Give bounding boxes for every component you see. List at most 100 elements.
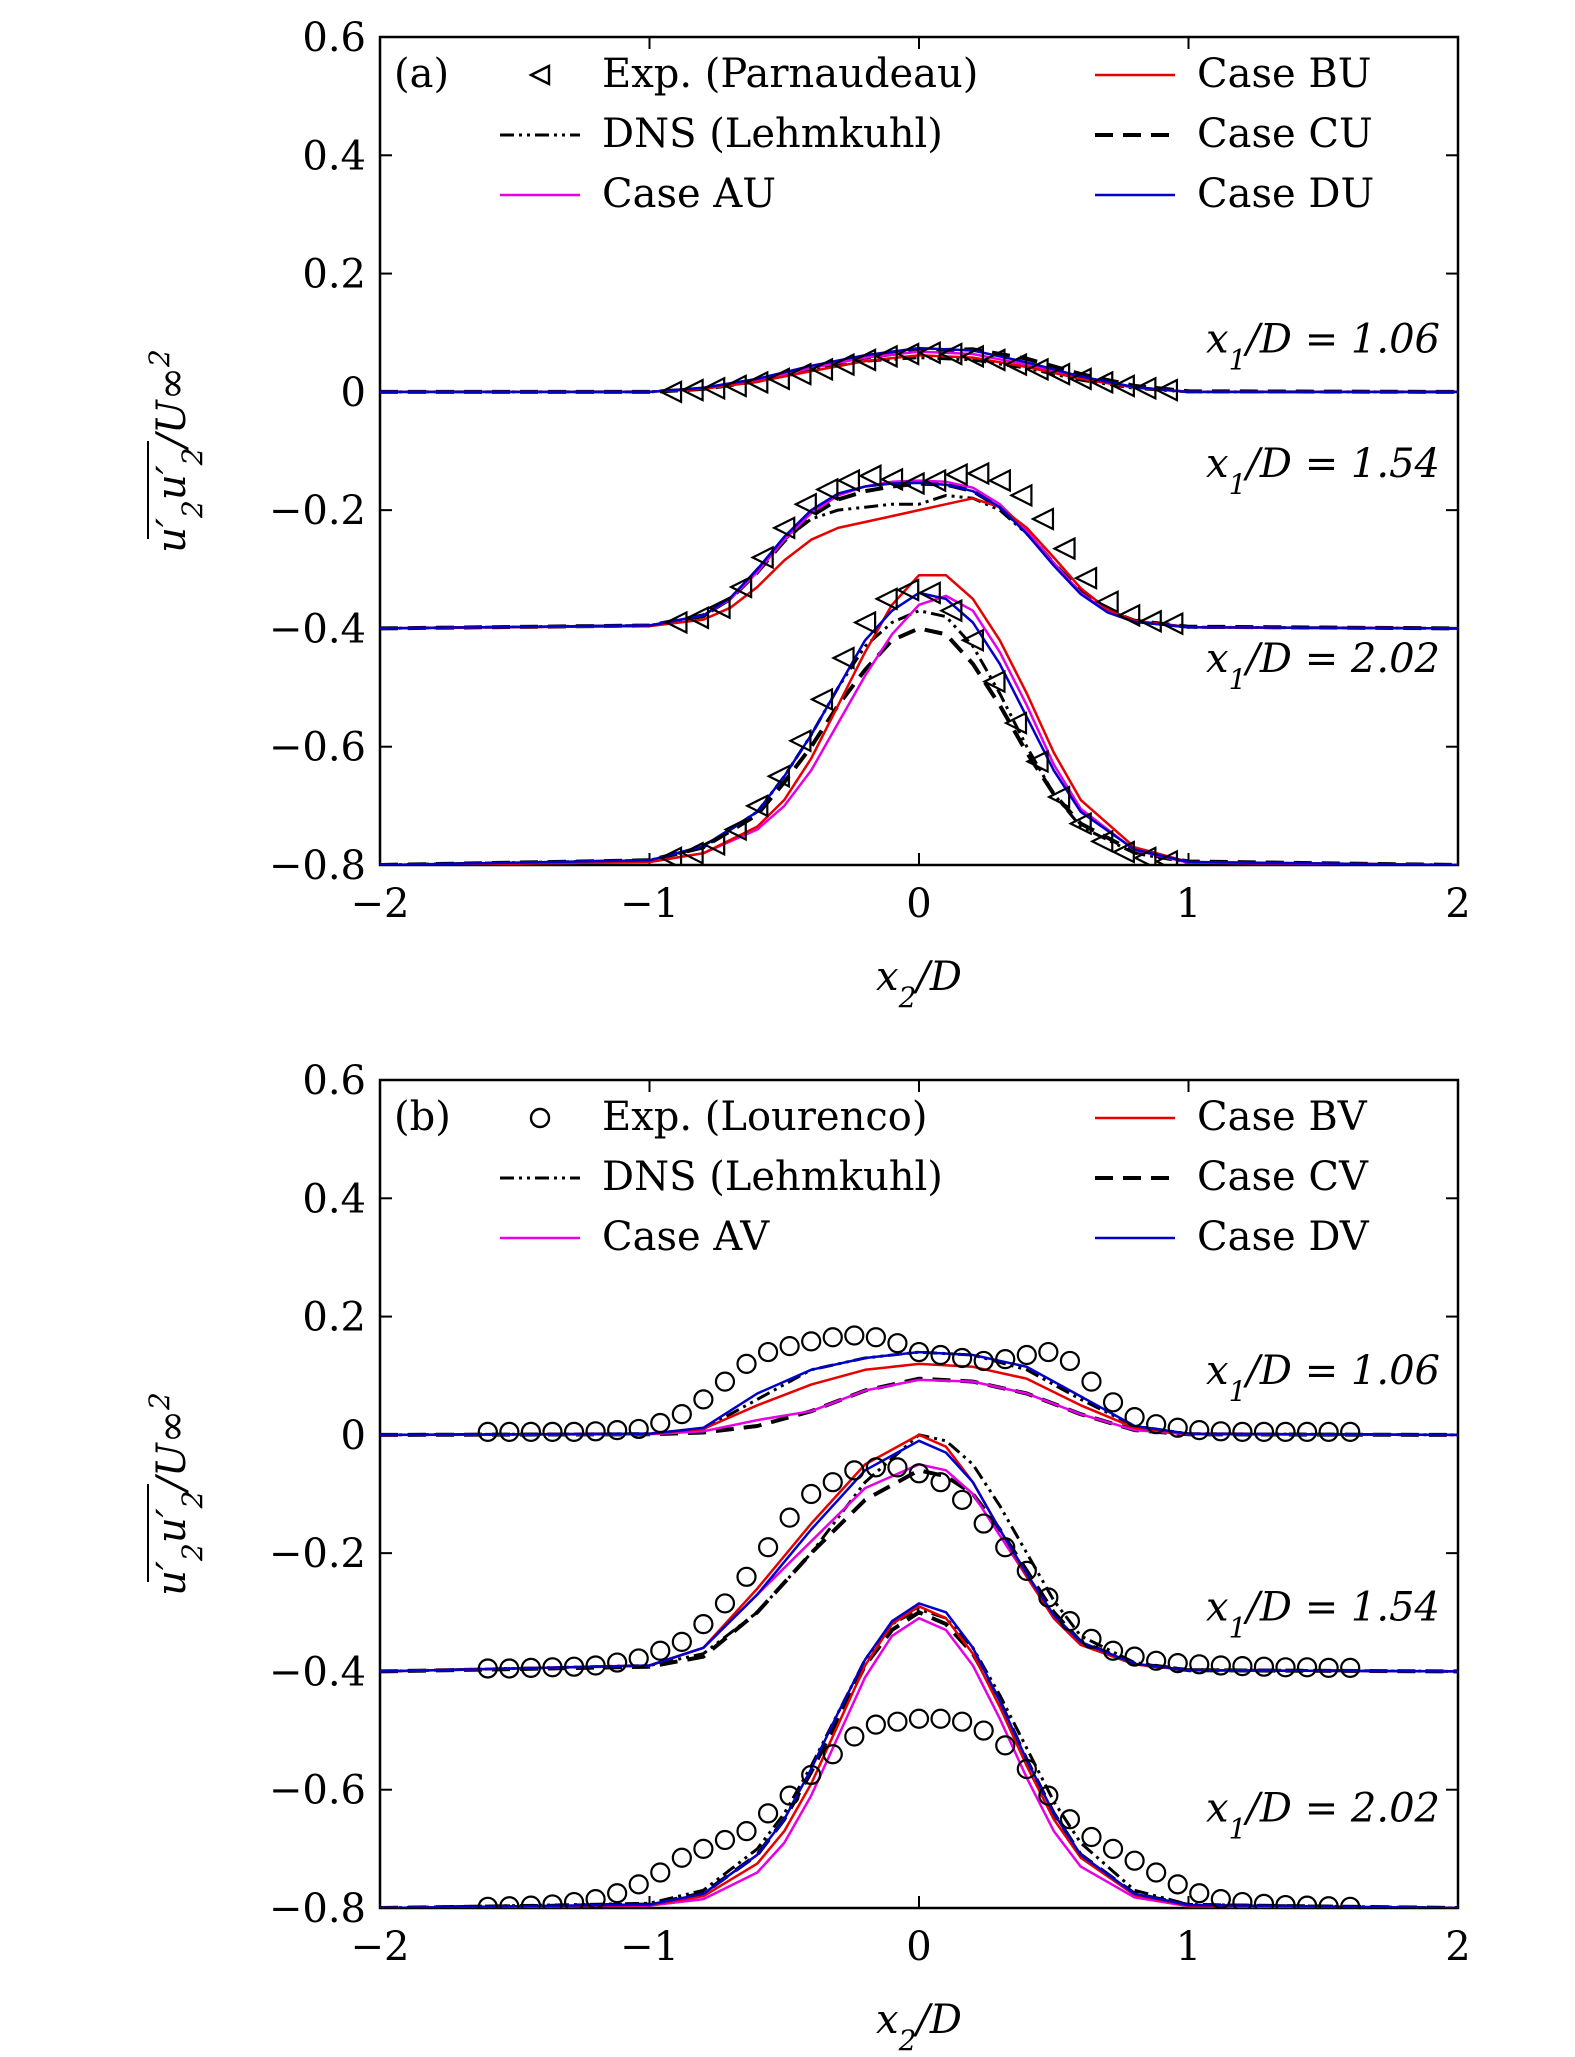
exp-marker xyxy=(1232,1656,1253,1677)
exp-marker xyxy=(607,1420,628,1441)
legend-entry: Case BV xyxy=(1197,1094,1368,1140)
exp-marker xyxy=(520,1421,542,1443)
exp-marker xyxy=(1116,603,1141,628)
x-tick-label: 0 xyxy=(906,1924,931,1970)
exp-marker xyxy=(736,1566,757,1587)
exp-marker xyxy=(663,610,688,635)
series-case-c-station-3 xyxy=(380,1610,1458,1908)
y-tick-label: −0.8 xyxy=(269,843,366,889)
exp-marker xyxy=(787,729,812,753)
y-tick-label: 0.6 xyxy=(302,15,366,61)
exp-marker xyxy=(520,1895,542,1908)
exp-marker xyxy=(1016,1560,1037,1581)
exp-marker xyxy=(987,468,1011,493)
legend-entry: DNS (Lehmkuhl) xyxy=(602,111,943,157)
exp-marker xyxy=(874,344,898,369)
exp-marker xyxy=(1146,1650,1167,1671)
exp-marker xyxy=(477,1896,498,1908)
exp-marker xyxy=(1095,590,1119,614)
exp-marker xyxy=(779,1785,800,1806)
exp-marker xyxy=(852,348,877,372)
panel-b: −2 −1 0 1 2 −0.8 −0.6 −0.4 −0.2 0 0.2 0.4 0.6 x2/D u′2… xyxy=(143,1058,1471,2057)
exp-marker xyxy=(744,794,769,818)
series-case-c-station-2 xyxy=(380,1468,1458,1674)
exp-marker xyxy=(1025,749,1049,774)
exp-marker xyxy=(1059,1611,1081,1632)
exp-marker xyxy=(1059,1350,1081,1372)
exp-marker xyxy=(585,1655,606,1676)
exp-marker xyxy=(787,362,812,386)
y-tick-label: 0.6 xyxy=(302,1058,366,1104)
plot-area xyxy=(380,1325,1458,1908)
exp-marker xyxy=(814,477,839,502)
exp-marker xyxy=(1081,1371,1102,1392)
exp-marker xyxy=(707,595,731,620)
exp-marker xyxy=(671,1404,692,1425)
exp-marker xyxy=(865,1327,886,1348)
exp-marker xyxy=(887,1457,908,1478)
exp-marker xyxy=(938,342,963,366)
exp-marker xyxy=(585,1889,606,1908)
exp-marker xyxy=(1189,1654,1210,1675)
exp-marker xyxy=(822,1744,843,1765)
exp-marker xyxy=(1340,1421,1361,1443)
exp-marker xyxy=(757,1803,779,1824)
legend-entry: Case BU xyxy=(1197,51,1371,97)
exp-marker xyxy=(607,1883,628,1904)
exp-marker xyxy=(1340,1896,1361,1908)
exp-marker xyxy=(1154,378,1179,402)
exp-marker xyxy=(1124,1850,1145,1871)
legend-entry: Exp. (Lourenco) xyxy=(602,1094,927,1140)
exp-marker xyxy=(930,1472,951,1493)
exp-marker xyxy=(585,1421,606,1442)
exp-marker xyxy=(1253,1421,1275,1443)
y-tick-label: 0 xyxy=(341,1413,366,1459)
exp-marker xyxy=(736,1353,757,1374)
station-annotation: x1/D = 1.06 xyxy=(1206,317,1440,377)
exp-marker xyxy=(865,1714,886,1735)
exp-marker xyxy=(723,374,747,398)
exp-marker xyxy=(650,1412,671,1434)
exp-marker xyxy=(1232,1421,1253,1443)
exp-marker xyxy=(499,1658,520,1679)
exp-marker xyxy=(908,1341,930,1363)
exp-marker xyxy=(995,1537,1016,1558)
exp-marker xyxy=(701,832,726,857)
exp-marker xyxy=(744,370,769,395)
exp-marker xyxy=(1089,370,1114,395)
exp-marker xyxy=(1132,846,1157,865)
series-dns-station-2 xyxy=(380,493,1458,630)
exp-marker xyxy=(844,1325,865,1346)
exp-marker xyxy=(844,1460,865,1481)
exp-marker xyxy=(895,342,920,366)
exp-marker xyxy=(750,545,774,570)
exp-marker xyxy=(1132,376,1157,401)
exp-marker xyxy=(1102,1640,1124,1661)
exp-marker xyxy=(701,376,726,401)
exp-marker xyxy=(1232,1891,1253,1908)
exp-marker xyxy=(1146,1862,1167,1883)
exp-marker xyxy=(995,1735,1016,1756)
exp-marker xyxy=(1038,1341,1059,1363)
exp-marker xyxy=(917,581,941,605)
exp-marker xyxy=(1081,1826,1102,1848)
plot-area xyxy=(380,341,1458,865)
exp-marker xyxy=(542,1421,563,1443)
exp-marker xyxy=(1318,1421,1339,1443)
exp-marker xyxy=(779,1507,800,1528)
exp-marker xyxy=(563,1891,585,1908)
exp-marker xyxy=(757,1537,779,1558)
y-tick-label: −0.4 xyxy=(269,1649,366,1695)
exp-marker xyxy=(520,1657,542,1678)
exp-marker xyxy=(563,1656,585,1677)
exp-marker xyxy=(1073,566,1098,590)
legend-entry: DNS (Lehmkuhl) xyxy=(602,1154,943,1200)
y-tick-label: −0.6 xyxy=(269,725,366,771)
exp-marker xyxy=(965,461,990,486)
y-axis-label: u′2u′2/U∞2 xyxy=(143,1392,209,1596)
series-case-b-station-3 xyxy=(380,1605,1458,1908)
exp-marker xyxy=(1340,1657,1361,1678)
series-case-c-station-3 xyxy=(380,626,1458,865)
exp-marker xyxy=(922,468,947,493)
exp-marker xyxy=(693,1614,714,1635)
